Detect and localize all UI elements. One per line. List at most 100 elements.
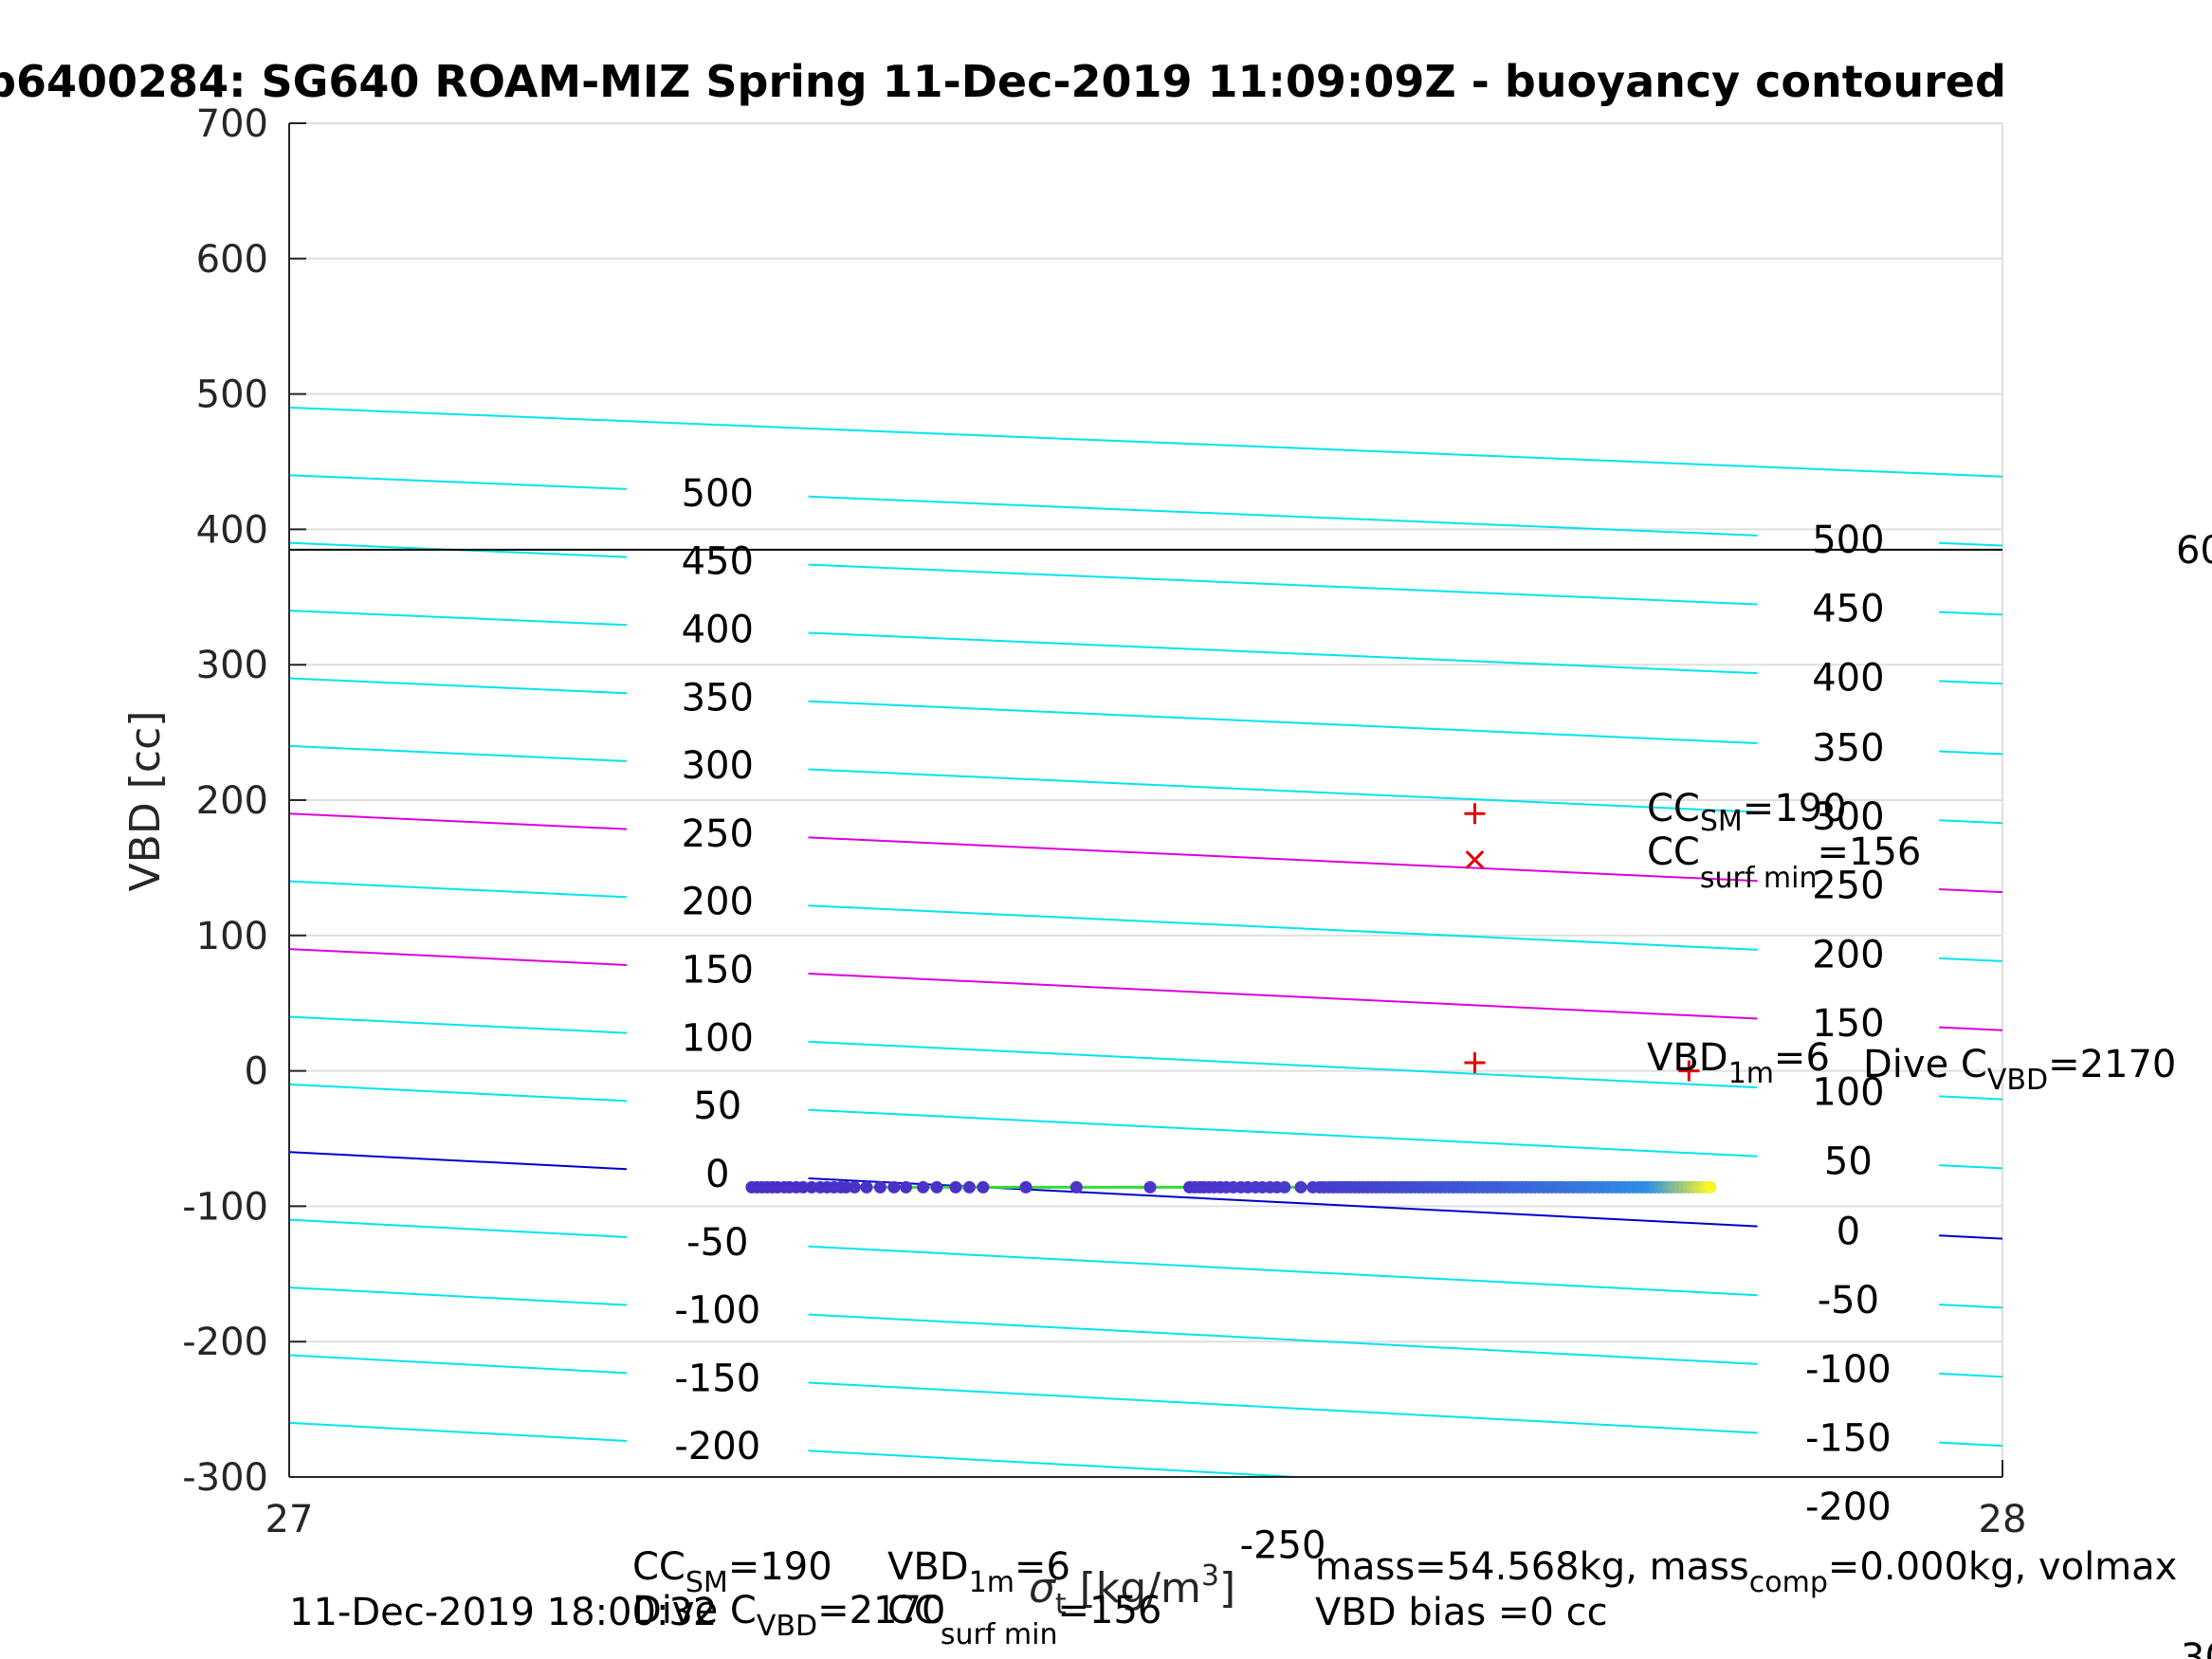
observation-point (873, 1180, 887, 1194)
contour-line (1939, 750, 2003, 756)
footer-dive-cvbd: Dive CVBD=2170 (632, 1589, 945, 1643)
contour-label: -150 (674, 1357, 760, 1400)
contour-line (288, 744, 628, 762)
observation-point (962, 1180, 976, 1194)
contour-label: 400 (1812, 656, 1884, 700)
y-tick-label: -200 (182, 1321, 268, 1364)
contour-label: -50 (1818, 1279, 1879, 1322)
reference-line-label: 60 (2176, 529, 2212, 573)
contour-line (808, 631, 1758, 675)
footer-cc-sm-sub: SM (686, 1566, 728, 1599)
annotation-cc-surf-min-sub: surf min (1700, 862, 1818, 895)
x-axis-label-unit: [kg/m (1067, 1564, 1201, 1613)
contour-line (1939, 888, 2003, 894)
contour-label: 100 (1812, 1071, 1884, 1115)
annotation-vbd-1m-value: =6 (1774, 1036, 1830, 1080)
contour-line (1939, 1234, 2003, 1240)
x-axis-label-superscript: 3 (1201, 1559, 1219, 1593)
plus-marker (1464, 803, 1486, 825)
footer-date: 11-Dec-2019 18:00:32 (289, 1591, 717, 1634)
contour-line (288, 812, 628, 830)
contour-label: 250 (1812, 865, 1884, 908)
contour-line (808, 836, 1758, 883)
observation-point (1704, 1180, 1717, 1194)
contour-label: 150 (682, 949, 754, 993)
x-axis-label-symbol: σ (1029, 1564, 1056, 1613)
footer-cc-sm-main: CC (632, 1545, 686, 1589)
contour-label: -100 (674, 1289, 760, 1333)
contour-line (808, 768, 1758, 813)
contour-line (288, 948, 628, 966)
footer-vbd-1m: VBD1m=6 (887, 1545, 1070, 1599)
observation-point (796, 1180, 810, 1194)
y-tick-label: 200 (196, 779, 268, 823)
observation-point (848, 1180, 861, 1194)
contour-line (288, 1218, 628, 1238)
contour-line (808, 1449, 1297, 1478)
annotation-cc-surf-min-main: CC (1647, 830, 1700, 874)
contour-label: 450 (1812, 588, 1884, 631)
contour-line (288, 1421, 628, 1443)
observation-point (977, 1180, 990, 1194)
contour-label: 100 (682, 1016, 754, 1060)
contour-line (1939, 541, 2003, 547)
y-tick-label: -300 (182, 1456, 268, 1500)
annotation-dive-cvbd-value: =2170 (2048, 1043, 2176, 1086)
buoyancy-contours (288, 406, 2003, 1478)
contour-line (288, 474, 628, 490)
annotation-vbd-1m-main: VBD (1647, 1036, 1728, 1080)
contour-line (808, 700, 1758, 745)
contour-line (1939, 957, 2003, 962)
annotation-cc-surf-min-value: =156 (1818, 830, 1922, 874)
y-tick-label: 300 (196, 644, 268, 687)
annotation-dive-cvbd: Dive CVBD=2170 (1863, 1043, 2176, 1097)
contour-line (808, 563, 1758, 606)
y-axis-label: VBD [cc] (121, 711, 170, 892)
contour-line (808, 1313, 1758, 1365)
contour-label: 300 (682, 744, 754, 788)
contour-line (288, 610, 628, 627)
contour-line (808, 495, 1758, 537)
contour-label: 400 (682, 608, 754, 651)
y-tick-label: 700 (196, 102, 268, 146)
axes (288, 122, 2003, 1478)
contour-line (288, 677, 628, 695)
chart-title: p6400284: SG640 ROAM-MIZ Spring 11-Dec-2… (0, 56, 2006, 107)
contour-line (1939, 611, 2003, 616)
contour-label: 450 (682, 540, 754, 584)
annotation-cc-sm-main: CC (1647, 787, 1700, 830)
observation-point (1278, 1180, 1291, 1194)
contour-line (1939, 1304, 2003, 1309)
footer-cc-sm-value: =190 (728, 1545, 832, 1589)
y-tick-label: -100 (182, 1185, 268, 1229)
footer-cc-surf-min-main: CC (887, 1589, 941, 1632)
contour-label: -250 (1240, 1523, 1326, 1567)
observation-points (745, 1180, 1717, 1194)
contour-label: 350 (1812, 726, 1884, 770)
footer-mass-rest: =0.000kg, volmax (1828, 1545, 2177, 1589)
contour-line (288, 1083, 628, 1103)
buoyancy-markers (1464, 803, 1700, 1082)
plus-marker (1678, 1060, 1700, 1082)
reference-line: 60 (289, 529, 2212, 573)
contour-line (1939, 819, 2003, 825)
annotation-dive-cvbd-sub: VBD (1987, 1064, 2048, 1097)
contour-line (1939, 1372, 2003, 1378)
footer-mass: mass=54.568kg, masscomp=0.000kg, volmax (1315, 1545, 2177, 1599)
x-axis-label: σt [kg/m3] (1029, 1559, 1235, 1621)
observation-point (860, 1180, 873, 1194)
contour-line (1939, 1441, 2003, 1448)
contour-label: 150 (1812, 1002, 1884, 1046)
gridlines (289, 122, 2003, 1478)
contour-label: 250 (682, 812, 754, 856)
contour-label: 500 (682, 472, 754, 516)
contour-label: -150 (1805, 1417, 1892, 1461)
annotation-cc-sm: CCSM=190 (1647, 787, 1847, 838)
observation-point (1294, 1180, 1307, 1194)
contour-label: 50 (1824, 1139, 1873, 1183)
contour-label: 50 (693, 1085, 741, 1128)
plus-marker (1464, 1052, 1486, 1074)
footer-cc-surf-min: CCsurf min=156 (887, 1589, 1161, 1651)
footer-corner-number: 30 (2181, 1636, 2212, 1659)
observation-point (1019, 1180, 1033, 1194)
